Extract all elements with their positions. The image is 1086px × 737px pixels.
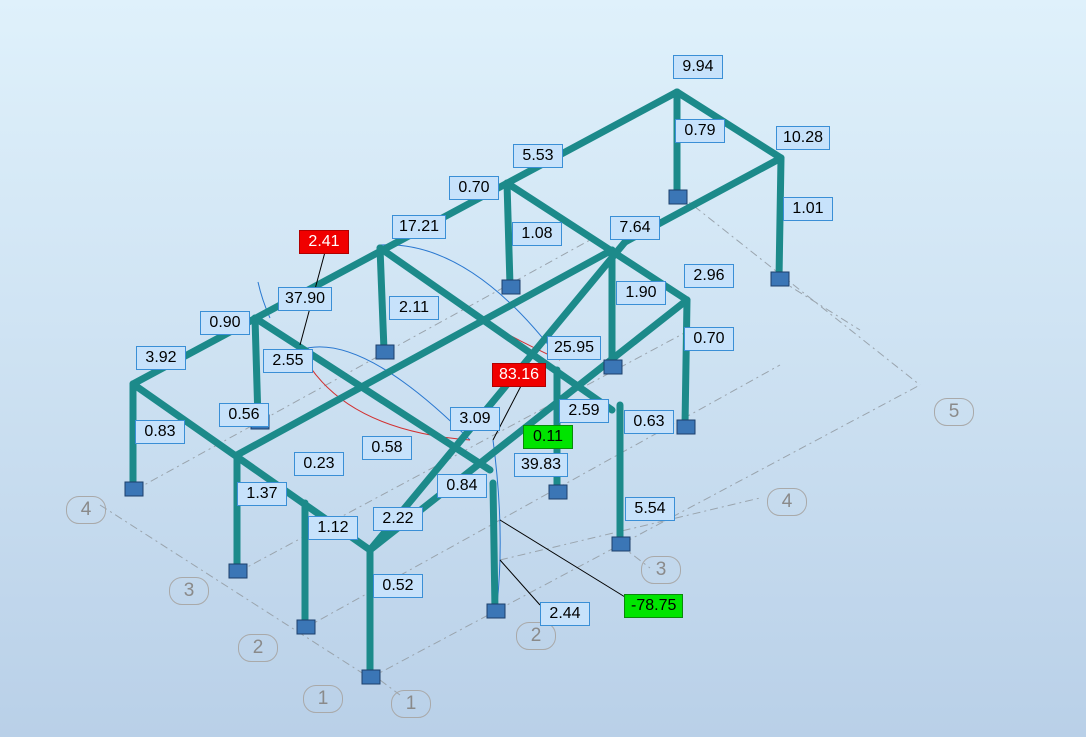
member-value-label[interactable]: 37.90 [278, 287, 333, 311]
member-value-label[interactable]: 0.56 [219, 403, 269, 427]
member-value-label[interactable]: 0.23 [294, 452, 344, 476]
base-plate-a1 [361, 669, 381, 685]
ridge-beam [366, 238, 629, 554]
base-plate-d4 [501, 279, 521, 295]
member-value-label[interactable]: 9.94 [673, 55, 723, 79]
member-value-label[interactable]: 3.09 [450, 407, 500, 431]
grid-axis-label: 3 [169, 577, 209, 605]
end-beam-back [673, 88, 785, 162]
grid-axis-label: 4 [66, 496, 106, 524]
base-plate-e2 [676, 419, 696, 435]
base-plates [124, 189, 790, 685]
min-value-label[interactable]: -78.75 [624, 594, 684, 618]
leader-min-78-75 [499, 519, 626, 598]
member-value-label[interactable]: 0.70 [684, 327, 734, 351]
member-value-label[interactable]: 0.84 [437, 474, 487, 498]
member-value-label[interactable]: 2.96 [684, 264, 734, 288]
grid-line-e [779, 279, 861, 331]
max-value-label[interactable]: 2.41 [299, 230, 349, 254]
base-plate-c1 [611, 536, 631, 552]
member-value-label[interactable]: 2.11 [389, 296, 439, 320]
base-plate-e4 [668, 189, 688, 205]
member-value-label[interactable]: 0.58 [362, 436, 412, 460]
member-value-label[interactable]: 0.79 [675, 119, 725, 143]
column-e1 [775, 154, 785, 282]
member-value-label[interactable]: 1.12 [308, 516, 358, 540]
member-value-label[interactable]: 5.54 [625, 497, 675, 521]
member-value-label[interactable]: 1.90 [616, 281, 666, 305]
grid-axis-label: 5 [934, 398, 974, 426]
base-plate-c2 [548, 484, 568, 500]
base-plate-a2 [296, 619, 316, 635]
column-diagram-outline [492, 439, 501, 606]
member-value-label[interactable]: 3.92 [136, 346, 186, 370]
moment-diagram-outline-2 [379, 244, 561, 361]
base-plate-a4 [124, 481, 144, 497]
member-value-label[interactable]: 2.44 [540, 602, 590, 626]
member-value-label[interactable]: 1.01 [783, 197, 833, 221]
base-plate-b1 [486, 603, 506, 619]
grid-axis-label: 2 [516, 622, 556, 650]
transverse-beam-3 [376, 244, 616, 414]
base-plate-a3 [228, 563, 248, 579]
member-value-label[interactable]: 1.37 [237, 482, 287, 506]
member-value-label[interactable]: 0.52 [373, 574, 423, 598]
grid-axis-label: 3 [641, 556, 681, 584]
member-value-label[interactable]: 1.08 [512, 222, 562, 246]
grid-line-1 [369, 384, 921, 679]
column-c4 [376, 244, 388, 354]
column-d4 [503, 179, 514, 289]
leader-2-44 [499, 559, 541, 606]
grid-axis-label: 1 [391, 690, 431, 718]
grid-axis-label: 1 [303, 685, 343, 713]
column-b1 [489, 479, 499, 614]
transverse-beam-2 [251, 314, 494, 474]
transverse-beam-4 [503, 179, 691, 304]
base-plate-d1 [603, 359, 623, 375]
member-value-label[interactable]: 0.90 [200, 311, 250, 335]
member-value-label[interactable]: 0.63 [624, 410, 674, 434]
member-value-label[interactable]: 39.83 [514, 453, 569, 477]
member-value-label[interactable]: 17.21 [392, 215, 447, 239]
member-value-label[interactable]: 0.70 [449, 176, 499, 200]
grid-line-d [679, 194, 921, 386]
grid-line-b [499, 497, 761, 561]
member-value-label[interactable]: 2.55 [263, 349, 313, 373]
member-value-label[interactable]: 5.53 [513, 144, 563, 168]
grid-axis-label: 2 [238, 634, 278, 662]
max-value-label[interactable]: 83.16 [492, 363, 547, 387]
member-value-label[interactable]: 25.95 [547, 336, 602, 360]
grid-axis-label: 4 [767, 488, 807, 516]
member-value-label[interactable]: 2.22 [373, 507, 423, 531]
member-value-label[interactable]: 0.83 [135, 420, 185, 444]
base-plate-e1 [770, 271, 790, 287]
member-value-label[interactable]: 7.64 [610, 216, 660, 240]
base-plate-c4 [375, 344, 395, 360]
member-value-label[interactable]: 2.59 [559, 399, 609, 423]
intermediate-beam [233, 246, 616, 459]
member-value-label[interactable]: 10.28 [776, 126, 831, 150]
min-value-label[interactable]: 0.11 [523, 425, 573, 449]
column-e2 [681, 296, 691, 429]
moment-diagram-outline-1 [299, 346, 471, 441]
